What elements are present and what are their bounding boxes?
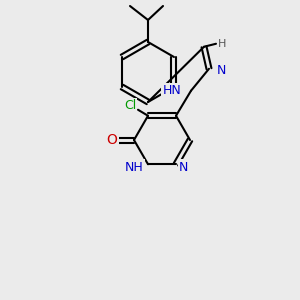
Text: NH: NH (125, 161, 144, 174)
Text: H: H (218, 39, 226, 49)
Text: N: N (179, 161, 188, 174)
Text: Cl: Cl (124, 99, 136, 112)
Text: HN: HN (162, 84, 181, 97)
Text: O: O (106, 133, 117, 147)
Text: N: N (217, 64, 226, 77)
